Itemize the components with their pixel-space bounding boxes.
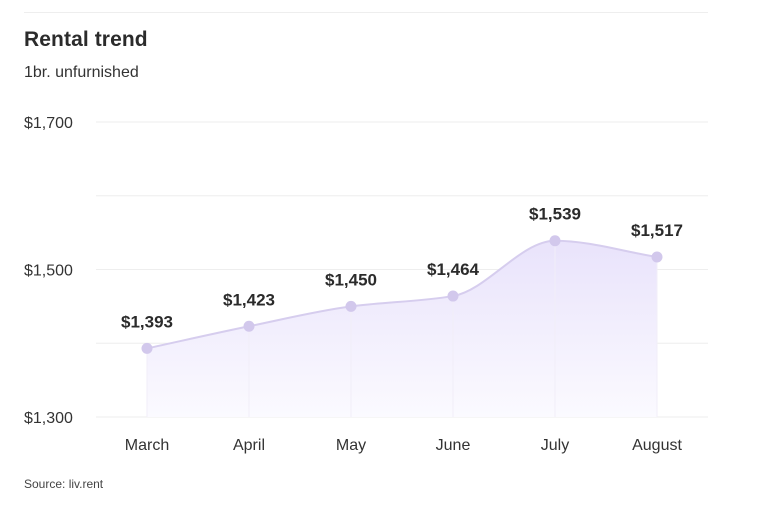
y-axis-ticks: $1,300 $1,500 $1,700 — [24, 115, 73, 427]
chart-title: Rental trend — [24, 28, 148, 51]
x-tick-label: June — [436, 437, 471, 454]
data-label: $1,450 — [325, 270, 377, 289]
data-label: $1,517 — [631, 221, 683, 240]
trend-line — [146, 239, 658, 350]
top-divider — [24, 12, 708, 13]
data-point[interactable] — [447, 290, 459, 302]
data-point[interactable] — [141, 342, 153, 354]
x-tick-label: April — [233, 437, 265, 454]
x-tick-label: July — [541, 437, 569, 454]
rental-trend-chart: $1,393 $1,423 $1,450 $1,464 $1,539 $1,517 $1,… — [24, 115, 708, 454]
data-labels: $1,393 $1,423 $1,450 $1,464 $1,539 $1,517 — [121, 205, 683, 332]
area-fill — [147, 240, 657, 417]
data-point[interactable] — [345, 300, 357, 312]
trend-line-group — [146, 239, 658, 350]
chart-subtitle: 1br. unfurnished — [24, 64, 139, 81]
data-label: $1,539 — [529, 205, 581, 224]
data-label: $1,423 — [223, 290, 275, 309]
data-points — [141, 235, 663, 354]
data-point[interactable] — [243, 320, 255, 332]
x-tick-label: August — [632, 437, 682, 454]
y-tick-label: $1,700 — [24, 115, 73, 132]
y-tick-label: $1,300 — [24, 410, 73, 427]
x-tick-label: March — [125, 437, 169, 454]
data-label: $1,464 — [427, 260, 480, 279]
y-tick-label: $1,500 — [24, 263, 73, 280]
x-axis-ticks: March April May June July August — [125, 437, 683, 454]
data-point[interactable] — [549, 235, 561, 247]
source-note: Source: liv.rent — [24, 477, 104, 491]
data-point[interactable] — [651, 251, 663, 263]
area-fill-group — [146, 240, 658, 417]
x-tick-label: May — [336, 437, 366, 454]
data-label: $1,393 — [121, 312, 173, 331]
